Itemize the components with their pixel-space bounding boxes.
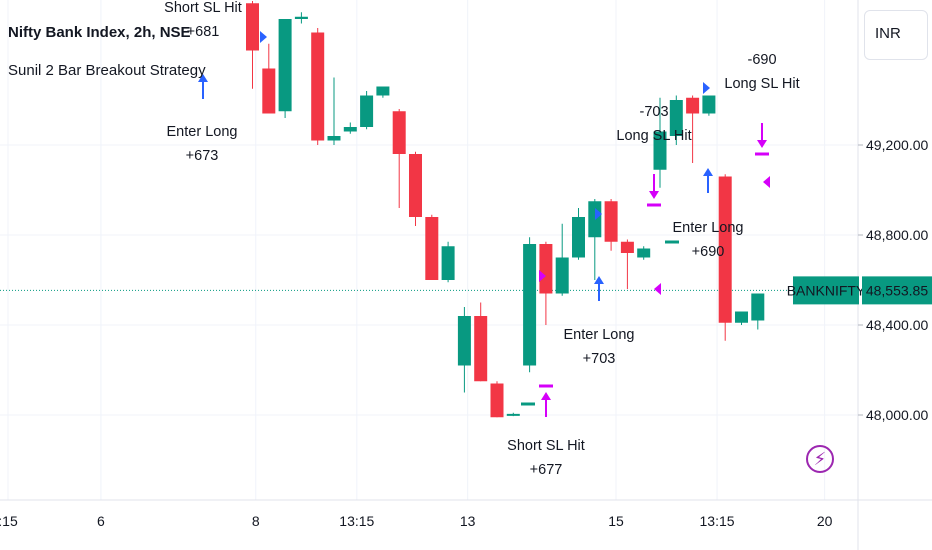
candle-body[interactable]: [490, 383, 504, 418]
chart-title: Nifty Bank Index, 2h, NSE: [8, 24, 191, 41]
candle-body[interactable]: [441, 246, 455, 280]
entry-marker-triangle: [703, 82, 710, 94]
long-entry-arrow: [198, 74, 208, 82]
candle-body[interactable]: [392, 111, 406, 154]
candle-body[interactable]: [262, 68, 276, 114]
candle-body[interactable]: [278, 19, 292, 112]
currency-selector[interactable]: INR: [864, 10, 928, 60]
candle-body[interactable]: [588, 201, 602, 238]
candle-body[interactable]: [702, 95, 716, 114]
exit-arrow: [757, 140, 767, 148]
long-entry-arrow-shaft: [707, 175, 709, 193]
trade-annotation-label: +690: [692, 244, 725, 260]
strategy-name: Sunil 2 Bar Breakout Strategy: [8, 62, 206, 79]
time-tick-label: 13:15: [339, 513, 374, 529]
entry-level-bar: [521, 402, 535, 406]
time-tick-label: 6: [97, 513, 105, 529]
last-price-label: 48,553.85: [866, 282, 928, 298]
candle-body[interactable]: [311, 32, 325, 141]
trade-annotation-label: +677: [530, 462, 563, 478]
exit-arrow-shaft: [761, 123, 763, 141]
candle-body[interactable]: [686, 97, 700, 114]
price-tick-label: 49,200.00: [866, 137, 928, 153]
candle-body[interactable]: [425, 217, 439, 280]
trade-annotation-label: Enter Long: [564, 327, 635, 343]
last-price-tag: [862, 276, 932, 305]
candle-body[interactable]: [620, 241, 634, 253]
entry-marker-triangle: [260, 31, 267, 43]
trade-annotation-label: -703: [639, 104, 668, 120]
exit-marker-triangle: [654, 283, 661, 295]
candle-body[interactable]: [523, 244, 537, 366]
time-tick-label: 15: [608, 513, 624, 529]
symbol-tag: [793, 276, 859, 305]
exit-level-bar: [539, 384, 553, 388]
candle-body[interactable]: [718, 176, 732, 323]
candle-body[interactable]: [327, 136, 341, 141]
price-tick-label: 48,000.00: [866, 407, 928, 423]
exit-marker-triangle: [539, 270, 546, 282]
time-tick-label: 13: [460, 513, 476, 529]
exit-level-bar: [755, 152, 769, 156]
candle-body[interactable]: [360, 95, 374, 128]
exit-arrow-shaft: [545, 399, 547, 417]
price-tick-label: 48,400.00: [866, 317, 928, 333]
candle-body[interactable]: [474, 316, 488, 382]
exit-arrow-shaft: [653, 174, 655, 192]
candle-body[interactable]: [539, 244, 553, 294]
exit-arrow: [541, 392, 551, 400]
candle-body[interactable]: [343, 127, 357, 132]
long-entry-arrow: [594, 276, 604, 284]
candle-body[interactable]: [735, 311, 748, 323]
time-tick-label: 13:15: [700, 513, 735, 529]
candle-body[interactable]: [409, 154, 422, 217]
time-tick-label: 20: [817, 513, 833, 529]
candle-body[interactable]: [555, 257, 569, 294]
price-tick-label: 48,800.00: [866, 227, 928, 243]
symbol-tag-label: BANKNIFTY: [787, 282, 866, 298]
trade-annotation-label: Enter Long: [167, 124, 238, 140]
candle-body[interactable]: [294, 16, 308, 19]
trade-annotation-label: +703: [583, 351, 616, 367]
candle-body[interactable]: [751, 293, 765, 321]
exit-arrow: [649, 191, 659, 199]
candle-body[interactable]: [604, 201, 618, 242]
exit-marker-triangle: [763, 176, 770, 188]
time-tick-label: 8: [252, 513, 260, 529]
trade-annotation-label: Enter Long: [673, 220, 744, 236]
lightning-bolt-icon[interactable]: ⚡: [806, 445, 834, 473]
trade-annotation-label: +673: [186, 148, 219, 164]
long-entry-arrow-shaft: [202, 81, 204, 99]
candle-body[interactable]: [669, 100, 683, 136]
trade-annotation-label: Short SL Hit: [164, 0, 242, 16]
candle-body[interactable]: [506, 413, 520, 416]
long-entry-arrow-shaft: [598, 283, 600, 301]
trade-annotation-label: Long SL Hit: [724, 76, 799, 92]
trade-annotation-label: -690: [747, 52, 776, 68]
candle-body[interactable]: [376, 86, 390, 96]
candle-body[interactable]: [246, 3, 259, 51]
candle-body[interactable]: [637, 248, 651, 258]
trade-annotation-label: Long SL Hit: [616, 128, 691, 144]
entry-level-bar: [665, 240, 679, 244]
candle-body[interactable]: [653, 131, 667, 170]
candle-body[interactable]: [572, 217, 585, 258]
entry-marker-triangle: [595, 208, 602, 220]
time-tick-label: :15: [0, 513, 18, 529]
trade-annotation-label: Short SL Hit: [507, 438, 585, 454]
exit-level-bar: [647, 203, 661, 207]
candle-body[interactable]: [457, 316, 471, 366]
long-entry-arrow: [703, 168, 713, 176]
trade-annotation-label: +681: [187, 24, 220, 40]
